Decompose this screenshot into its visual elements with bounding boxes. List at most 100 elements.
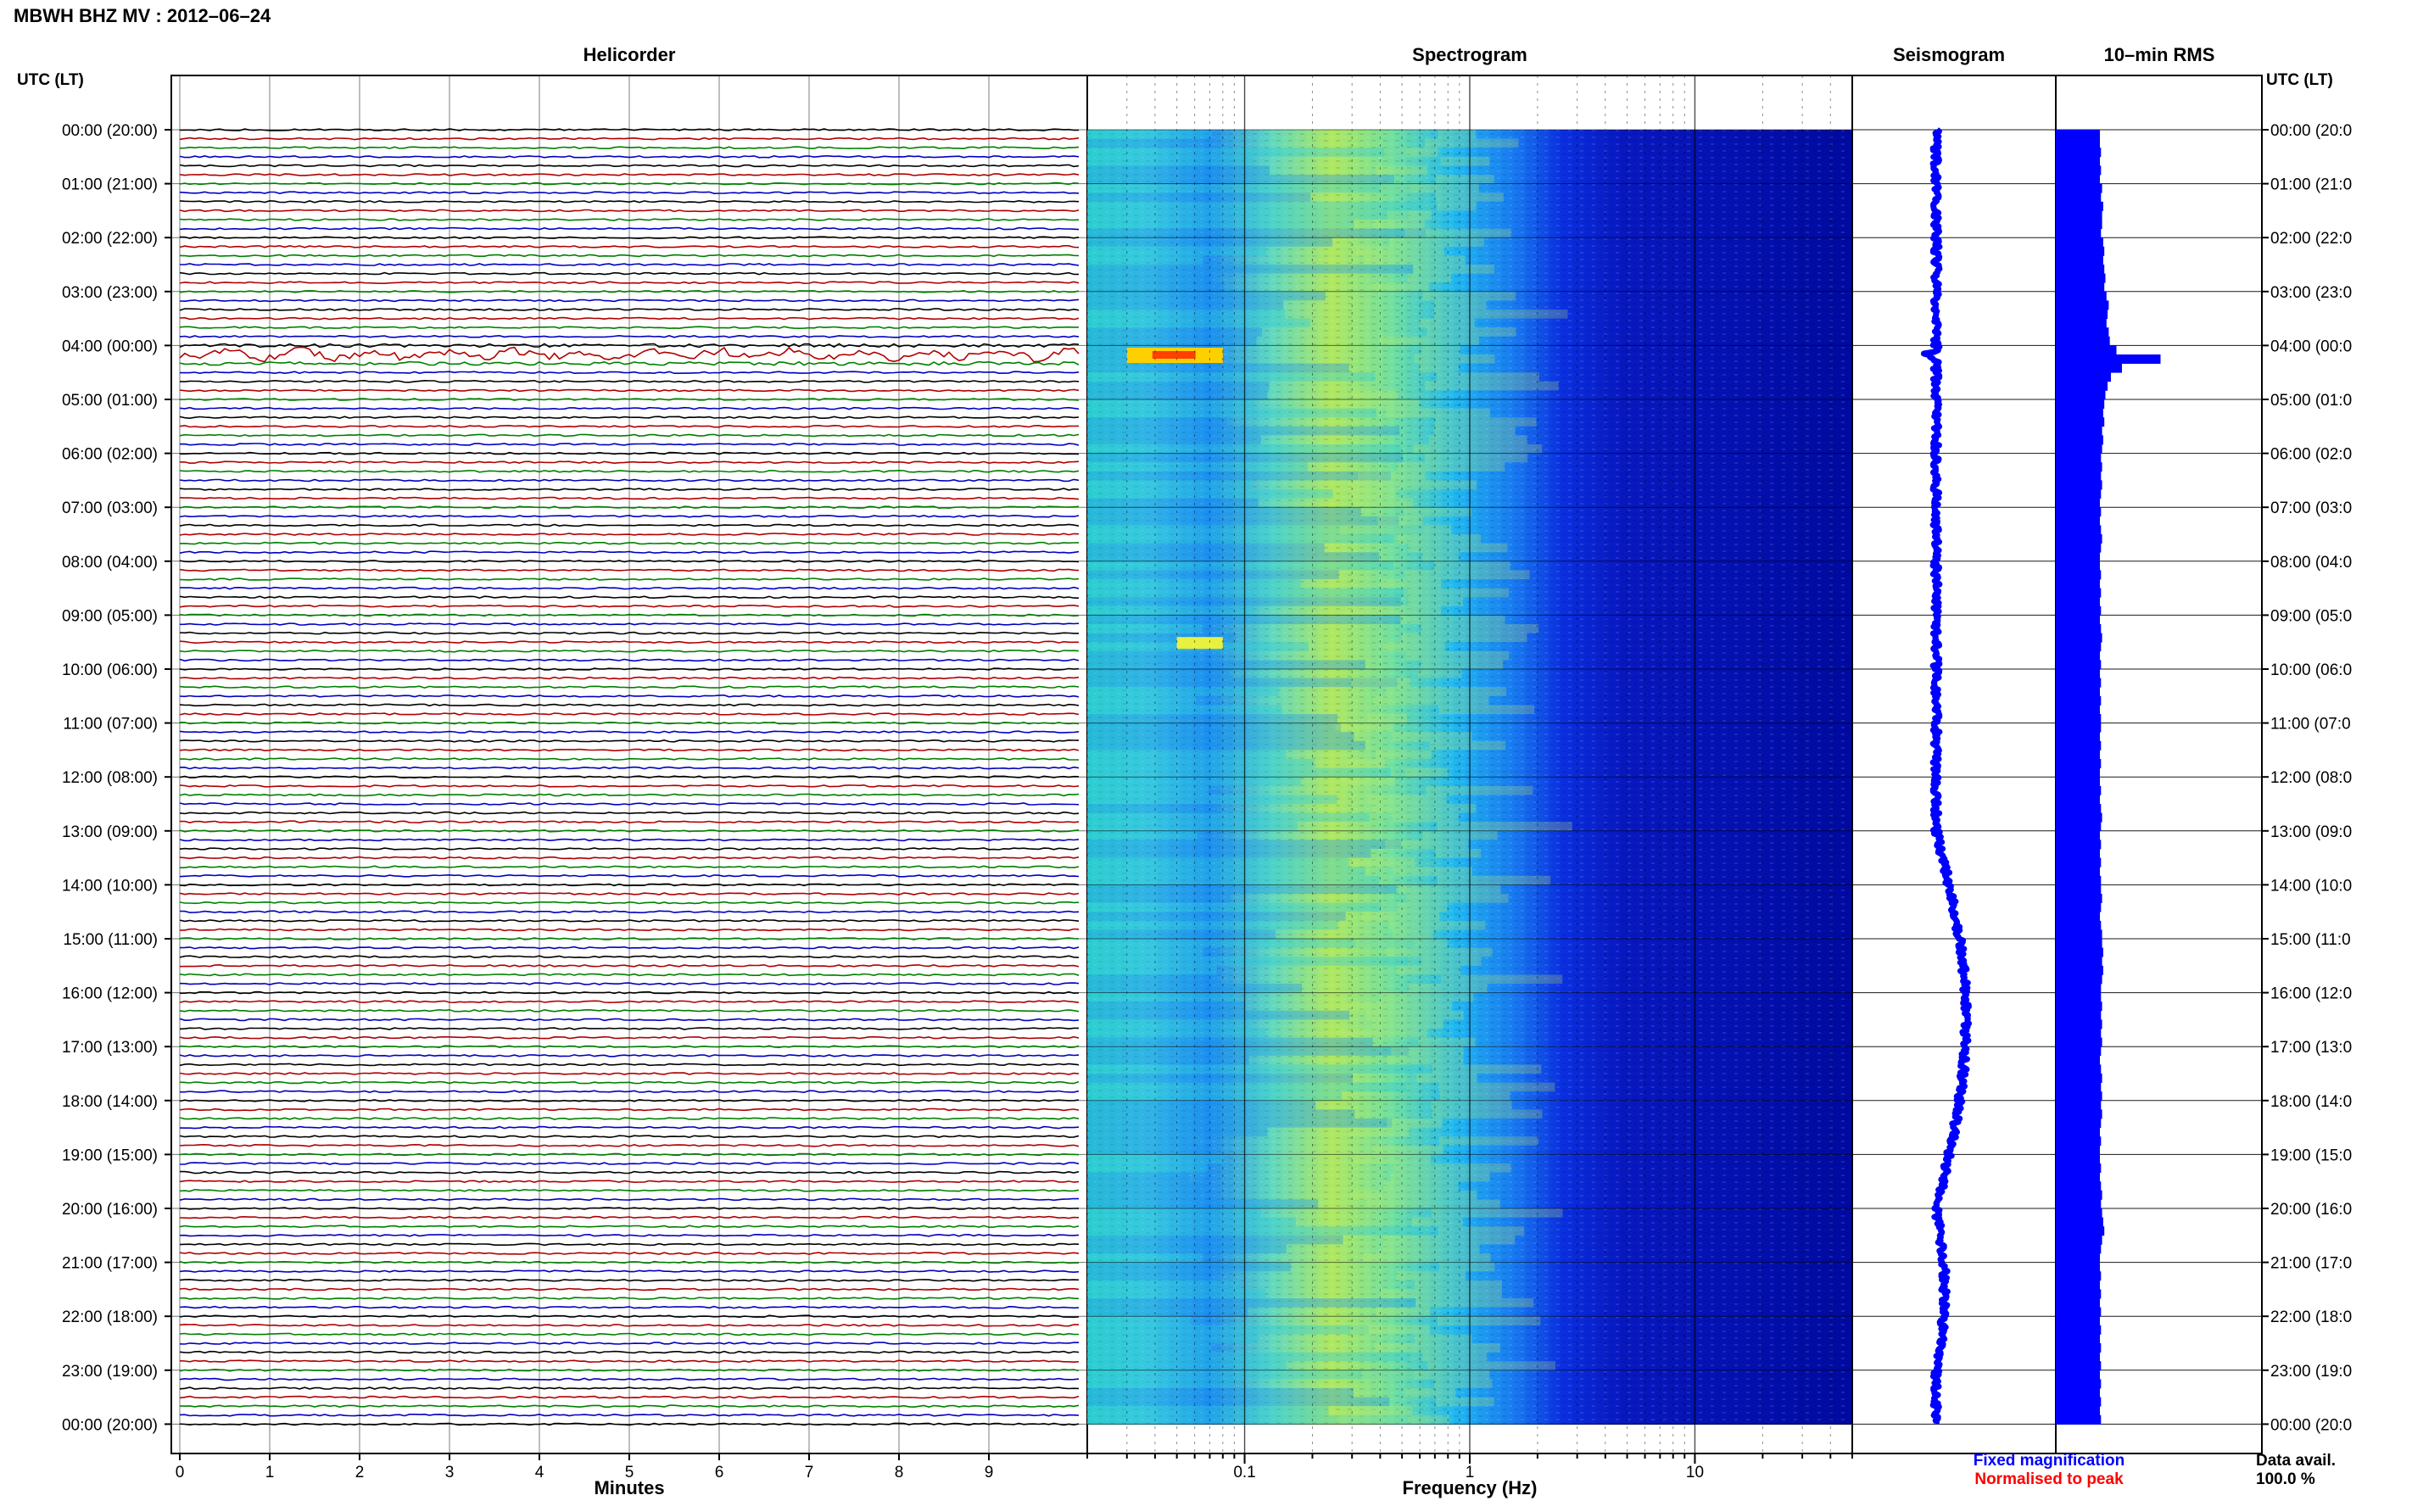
helicorder-trace	[179, 541, 1080, 545]
spectrogram-row-band	[1087, 1208, 1261, 1218]
data-avail-label: Data avail.	[2256, 1452, 2336, 1470]
spectrogram-row-highlight	[1366, 1010, 1464, 1020]
spectrogram-row-highlight	[1429, 740, 1506, 750]
spectrogram-row-band	[1087, 130, 1213, 139]
spectrogram-hotspot-core	[1152, 351, 1196, 359]
spectrogram-row-highlight	[1405, 650, 1510, 661]
rms-bar	[2056, 237, 2103, 248]
helicorder-trace	[179, 128, 1080, 131]
left-hour-label: 23:00 (19:00)	[62, 1363, 158, 1381]
spectrogram-row-band	[1087, 902, 1399, 912]
spectrogram-row-highlight	[1432, 1109, 1543, 1119]
spectrogram-row-highlight	[1384, 840, 1469, 849]
rms-bar	[2056, 175, 2100, 184]
spectrogram-row-highlight	[1438, 875, 1551, 885]
minute-tick-label: 7	[805, 1464, 814, 1481]
spectrogram-row-band	[1087, 165, 1270, 175]
helicorder-trace	[179, 1413, 1080, 1417]
helicorder-trace	[179, 298, 1080, 303]
spectrogram-row-highlight	[1418, 1037, 1476, 1047]
spectrogram-row-band	[1087, 705, 1282, 714]
helicorder-trace	[179, 1252, 1080, 1255]
rms-bar	[2056, 1379, 2102, 1389]
minute-tick-label: 1	[265, 1464, 275, 1481]
helicorder-trace	[179, 424, 1080, 428]
spectrogram-row-band	[1087, 336, 1257, 346]
rms-bar	[2056, 462, 2102, 472]
spectrogram-row-highlight	[1374, 1343, 1500, 1353]
left-hour-label: 22:00 (18:00)	[62, 1308, 158, 1326]
spectrogram-row-highlight	[1385, 687, 1506, 696]
spectrogram-row-band	[1087, 426, 1400, 436]
spectrogram-row-band	[1087, 435, 1261, 444]
spectrogram-row-highlight	[1433, 310, 1568, 319]
helicorder-trace	[179, 1063, 1080, 1067]
spectrogram-row-band	[1087, 471, 1392, 481]
spectrogram-row-highlight	[1411, 1217, 1463, 1227]
spectrogram-row-highlight	[1371, 804, 1477, 813]
helicorder-trace	[179, 334, 1080, 338]
rms-bar	[2056, 992, 2102, 1002]
helicorder-trace	[179, 226, 1080, 231]
helicorder-trace	[179, 937, 1080, 940]
rms-bar	[2056, 435, 2103, 445]
spectrogram-row-highlight	[1371, 282, 1429, 292]
spectrogram-row-highlight	[1416, 1074, 1477, 1083]
spectrogram-row-highlight	[1425, 138, 1519, 148]
spectrogram-row-band	[1087, 974, 1217, 984]
rms-bar	[2056, 1271, 2102, 1281]
spectrogram-row-highlight	[1401, 633, 1527, 643]
spectrogram-row-band	[1087, 957, 1408, 966]
left-hour-label: 12:00 (08:00)	[62, 769, 158, 787]
helicorder-trace	[179, 847, 1080, 851]
rms-bar	[2056, 489, 2102, 499]
rms-bar	[2056, 471, 2102, 481]
helicorder-trace	[179, 1305, 1080, 1309]
seismogram-trace	[1920, 127, 1973, 1426]
helicorder-trace	[179, 1072, 1080, 1075]
left-hour-label: 13:00 (09:00)	[62, 823, 158, 841]
helicorder-trace	[179, 982, 1080, 985]
right-hour-label: 06:00 (02:0	[2270, 446, 2352, 464]
spectrogram-row-band	[1087, 265, 1413, 274]
spectrogram-row-highlight	[1398, 462, 1505, 471]
left-hour-label: 01:00 (21:00)	[62, 176, 158, 194]
right-hour-label: 23:00 (19:0	[2270, 1363, 2352, 1381]
right-hour-label: 22:00 (18:0	[2270, 1308, 2352, 1326]
rms-bar	[2056, 767, 2100, 778]
helicorder-trace	[179, 1107, 1080, 1112]
right-hour-label: 04:00 (00:0	[2270, 338, 2352, 355]
spectrogram-row-highlight	[1435, 849, 1482, 858]
spectrogram-row-highlight	[1419, 363, 1459, 373]
spectrogram-row-band	[1087, 1370, 1415, 1380]
rms-bar	[2056, 246, 2105, 256]
rms-bar	[2056, 1280, 2100, 1290]
spectrogram-row-band	[1087, 372, 1376, 382]
helicorder-trace	[179, 533, 1080, 536]
spectrogram-row-highlight	[1432, 1064, 1542, 1074]
rms-bar	[2056, 840, 2102, 850]
spectrogram-row-band	[1087, 1046, 1409, 1056]
spectrogram-row-highlight	[1422, 1352, 1487, 1362]
spectrogram-row-highlight	[1385, 408, 1491, 418]
spectrogram-row-highlight	[1413, 444, 1543, 454]
rms-bar	[2056, 605, 2102, 616]
helicorder-trace	[179, 1008, 1080, 1013]
helicorder-trace	[179, 685, 1080, 689]
minute-grid	[179, 75, 990, 1460]
helicorder-trace	[179, 488, 1080, 491]
spectrogram-row-highlight	[1440, 974, 1563, 984]
spectrogram-row-highlight	[1438, 1136, 1538, 1146]
rms-bar	[2056, 795, 2100, 805]
helicorder-trace	[179, 379, 1080, 383]
spectrogram-row-band	[1087, 588, 1409, 598]
spectrogram-row-highlight	[1361, 1370, 1490, 1380]
spectrogram-row-highlight	[1381, 992, 1474, 1002]
spectrogram-row-highlight	[1382, 642, 1446, 651]
helicorder-trace	[179, 1386, 1080, 1390]
helicorder-trace	[180, 263, 1080, 266]
spectrogram-row-band	[1087, 489, 1333, 499]
spectrogram-row-highlight	[1372, 1145, 1443, 1155]
spectrogram-row-highlight	[1391, 1046, 1464, 1056]
spectrogram-row-band	[1087, 1388, 1354, 1398]
